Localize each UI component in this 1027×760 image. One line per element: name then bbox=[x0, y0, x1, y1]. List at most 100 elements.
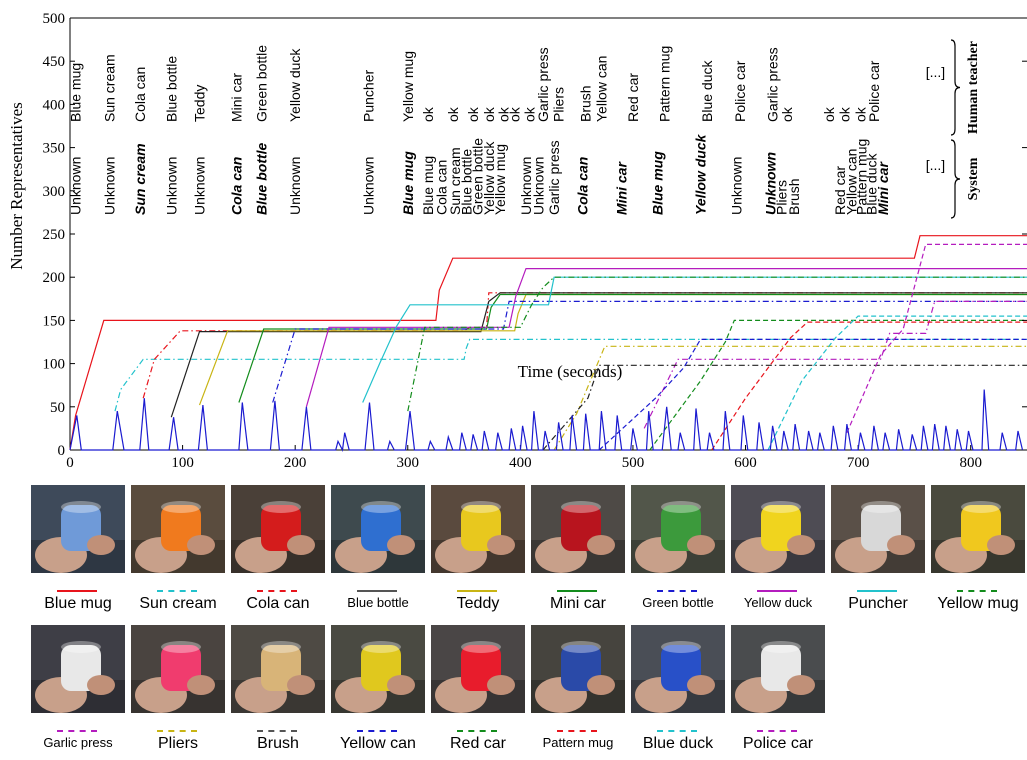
system-annotation: Blue duck bbox=[864, 153, 880, 215]
legend-line-sample bbox=[757, 590, 797, 592]
object-thumbnail bbox=[231, 625, 325, 713]
system-annotation: Blue mug bbox=[400, 151, 416, 215]
system-annotation: Mini car bbox=[875, 161, 891, 215]
human-teacher-annotation: [...] bbox=[926, 64, 945, 80]
system-annotation: Pattern mug bbox=[854, 139, 870, 215]
legend-line-sample bbox=[57, 590, 97, 592]
x-tick-label: 200 bbox=[284, 455, 307, 471]
series-line-teddy bbox=[198, 293, 1027, 406]
object-thumbnail bbox=[931, 485, 1025, 573]
series-line-pattern-mug bbox=[711, 321, 1027, 451]
object-thumbnail bbox=[231, 485, 325, 573]
system-annotation: Yellow mug bbox=[492, 144, 508, 215]
y-tick-label: 50 bbox=[50, 400, 65, 416]
system-annotation: Red car bbox=[832, 166, 848, 215]
legend-label: Yellow can bbox=[340, 735, 416, 752]
human-teacher-annotation: ok bbox=[481, 106, 497, 122]
legend-label: Blue bottle bbox=[347, 595, 409, 610]
legend-label: Blue duck bbox=[642, 735, 714, 752]
human-teacher-annotation: ok bbox=[507, 106, 523, 122]
legend-line-sample bbox=[57, 730, 97, 732]
human-teacher-annotation: Cola can bbox=[132, 67, 148, 122]
x-tick-label: 400 bbox=[509, 455, 532, 471]
legend-line-sample bbox=[857, 590, 897, 592]
human-teacher-annotation: ok bbox=[465, 106, 481, 122]
series-line-yellow-mug bbox=[407, 276, 1027, 412]
object-thumbnail bbox=[131, 625, 225, 713]
y-tick-label: 300 bbox=[43, 184, 66, 200]
system-annotation: Green bottle bbox=[470, 138, 486, 215]
human-teacher-annotation: Yellow mug bbox=[400, 51, 416, 122]
object-thumbnail bbox=[431, 485, 525, 573]
human-teacher-annotation: Red car bbox=[625, 73, 641, 122]
system-annotation: Unknown bbox=[68, 157, 84, 215]
object-thumbnail bbox=[831, 485, 925, 573]
series-line-yellow-duck bbox=[305, 268, 1027, 407]
legend-label: Brush bbox=[257, 735, 299, 752]
object-thumbnail bbox=[431, 625, 525, 713]
x-tick-label: 300 bbox=[397, 455, 420, 471]
system-annotation: Mini car bbox=[614, 161, 630, 215]
legend-label: Police car bbox=[742, 735, 814, 752]
legend-label: Yellow duck bbox=[743, 595, 813, 610]
legend-label: Pattern mug bbox=[542, 735, 614, 750]
system-annotation: Blue mug bbox=[650, 151, 666, 215]
object-thumbnail bbox=[131, 485, 225, 573]
series-line-blue-mug bbox=[69, 235, 1027, 451]
legend-line-sample bbox=[357, 730, 397, 732]
system-annotation: Unknown bbox=[287, 157, 303, 215]
series-line-sun-cream bbox=[114, 338, 1027, 412]
system-annotation: Cola can bbox=[229, 157, 245, 215]
human-teacher-annotation: Sun cream bbox=[101, 54, 117, 122]
human-teacher-annotation: Yellow can bbox=[593, 56, 609, 122]
system-annotation: Unknown bbox=[192, 157, 208, 215]
system-annotation: [...] bbox=[926, 157, 945, 173]
human-teacher-annotation: Blue duck bbox=[699, 60, 715, 122]
system-annotation: Unknown bbox=[360, 157, 376, 215]
series-line-activity bbox=[69, 389, 1024, 452]
system-annotation: Unknown bbox=[518, 157, 534, 215]
legend-line-sample bbox=[657, 730, 697, 732]
object-thumbnail bbox=[331, 485, 425, 573]
human-teacher-annotation: Garlic press bbox=[765, 47, 781, 122]
legend-label: Red car bbox=[449, 735, 507, 752]
object-thumbnail bbox=[531, 625, 625, 713]
human-teacher-annotation: Blue bottle bbox=[163, 56, 179, 122]
series-line-cola-can bbox=[142, 292, 1027, 399]
system-annotation: Cola can bbox=[574, 157, 590, 215]
legend-label: Cola can bbox=[246, 595, 310, 612]
legend-line-sample bbox=[257, 730, 297, 732]
human-teacher-annotation: Blue mug bbox=[68, 63, 84, 122]
object-thumbnail bbox=[31, 485, 125, 573]
legend-label: Sun cream bbox=[139, 595, 217, 612]
object-thumbnail bbox=[531, 485, 625, 573]
system-annotation: Unknown bbox=[530, 157, 546, 215]
object-thumbnail bbox=[731, 485, 825, 573]
human-teacher-annotation: Teddy bbox=[192, 85, 208, 122]
y-tick-label: 200 bbox=[43, 270, 66, 286]
x-tick-label: 500 bbox=[622, 455, 645, 471]
system-annotation: Unknown bbox=[101, 157, 117, 215]
y-tick-label: 100 bbox=[43, 357, 66, 373]
series-line-red-car bbox=[649, 319, 1027, 451]
legend-label: Blue mug bbox=[44, 595, 112, 612]
system-annotation: Blue bottle bbox=[253, 142, 269, 215]
legend-line-sample bbox=[157, 590, 197, 592]
human-teacher-annotation: Police car bbox=[732, 60, 748, 122]
human-teacher-annotation: ok bbox=[821, 106, 837, 122]
series-line-yellow-can bbox=[598, 338, 1027, 451]
system-annotation: Unknown bbox=[163, 157, 179, 215]
legend-line-sample bbox=[957, 590, 997, 592]
human-teacher-annotation: ok bbox=[852, 106, 868, 122]
x-tick-label: 700 bbox=[847, 455, 870, 471]
series-line-puncher bbox=[362, 276, 1027, 403]
human-teacher-brace bbox=[950, 39, 961, 136]
system-annotation: Yellow duck bbox=[693, 133, 709, 215]
series-line-green-bottle bbox=[272, 300, 1027, 403]
legend-label: Pliers bbox=[157, 735, 198, 752]
x-tick-label: 600 bbox=[734, 455, 757, 471]
x-tick-label: 100 bbox=[171, 455, 194, 471]
y-tick-label: 450 bbox=[43, 54, 66, 70]
system-annotation: Unknown bbox=[729, 157, 745, 215]
human-teacher-annotation: Puncher bbox=[360, 70, 376, 122]
